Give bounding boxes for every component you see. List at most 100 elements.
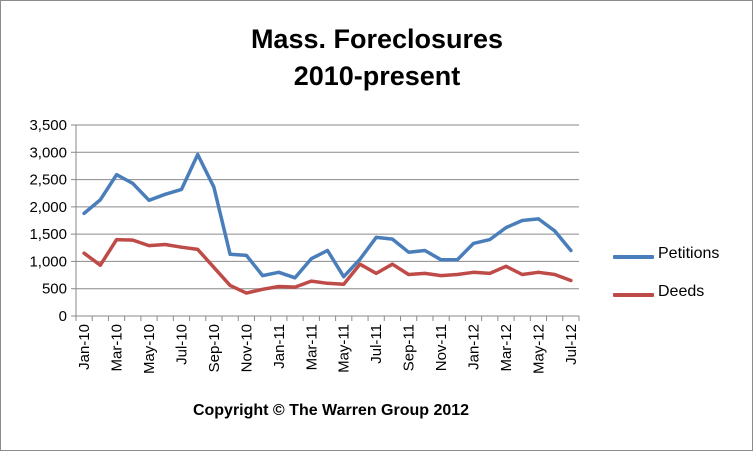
- legend-item-petitions: Petitions: [613, 245, 753, 267]
- data-point-deeds: [293, 285, 297, 289]
- data-point-petitions: [342, 275, 346, 279]
- data-point-deeds: [504, 264, 508, 268]
- data-point-petitions: [472, 241, 476, 245]
- data-point-petitions: [439, 258, 443, 262]
- data-point-deeds: [179, 245, 183, 249]
- data-point-petitions: [228, 252, 232, 256]
- data-point-deeds: [309, 279, 313, 283]
- data-point-petitions: [407, 250, 411, 254]
- x-tick-label: May-11: [336, 324, 353, 373]
- chart-title-line-1: Mass. Foreclosures: [250, 24, 504, 54]
- data-point-petitions: [261, 274, 265, 278]
- data-point-petitions: [196, 152, 200, 156]
- data-point-deeds: [374, 271, 378, 275]
- data-point-petitions: [309, 257, 313, 261]
- data-point-petitions: [163, 192, 167, 196]
- data-point-petitions: [455, 258, 459, 262]
- x-tick-label: Mar-11: [303, 324, 320, 370]
- data-point-deeds: [131, 238, 135, 242]
- x-tick-label: Jan-12: [466, 324, 483, 370]
- data-point-petitions: [358, 257, 362, 261]
- data-point-petitions: [277, 270, 281, 274]
- y-tick-label: 1,500: [29, 226, 67, 243]
- x-tick-label: Jan-11: [271, 324, 288, 369]
- data-point-petitions: [244, 253, 248, 257]
- data-point-petitions: [504, 226, 508, 230]
- data-point-deeds: [439, 274, 443, 278]
- y-tick-label: 0: [59, 308, 67, 325]
- data-point-petitions: [488, 238, 492, 242]
- x-tick-label: Mar-12: [498, 324, 515, 372]
- x-tick-label: Nov-10: [238, 324, 255, 372]
- data-point-deeds: [212, 265, 216, 269]
- y-tick-label: 2,500: [29, 172, 67, 189]
- data-point-deeds: [488, 271, 492, 275]
- legend-swatch-deeds: [613, 293, 654, 297]
- legend-label-petitions: Petitions: [658, 245, 720, 262]
- data-point-deeds: [520, 273, 524, 277]
- data-point-petitions: [212, 185, 216, 189]
- data-point-petitions: [553, 229, 557, 233]
- data-point-petitions: [147, 198, 151, 202]
- data-point-petitions: [390, 237, 394, 241]
- y-tick-label: 2,000: [29, 199, 67, 216]
- legend-label-deeds: Deeds: [658, 283, 705, 300]
- data-point-deeds: [407, 273, 411, 277]
- data-point-petitions: [569, 249, 573, 253]
- data-point-deeds: [261, 287, 265, 291]
- data-point-deeds: [163, 243, 167, 247]
- data-point-deeds: [196, 247, 200, 251]
- data-point-deeds: [472, 270, 476, 274]
- data-point-deeds: [358, 262, 362, 266]
- data-point-deeds: [569, 279, 573, 283]
- data-point-deeds: [423, 271, 427, 275]
- legend-swatch-petitions: [613, 255, 654, 259]
- data-point-petitions: [98, 198, 102, 202]
- data-point-deeds: [98, 263, 102, 267]
- x-tick-label: Jul-12: [563, 324, 580, 365]
- legend-item-deeds: Deeds: [613, 283, 753, 305]
- x-tick-label: Sep-11: [401, 324, 418, 371]
- x-tick-label: May-10: [141, 324, 158, 374]
- data-point-deeds: [228, 283, 232, 287]
- data-point-petitions: [179, 187, 183, 191]
- data-point-petitions: [374, 235, 378, 239]
- y-tick-label: 3,000: [29, 144, 67, 161]
- y-tick-label: 500: [42, 281, 67, 298]
- x-tick-label: May-12: [530, 324, 547, 374]
- x-tick-label: Nov-11: [433, 324, 450, 371]
- data-point-petitions: [293, 276, 297, 280]
- x-tick-label: Jan-10: [76, 324, 93, 370]
- series-line-petitions: [82, 152, 573, 280]
- data-point-deeds: [536, 270, 540, 274]
- data-point-deeds: [342, 282, 346, 286]
- data-point-petitions: [520, 219, 524, 222]
- data-point-deeds: [244, 291, 248, 295]
- data-point-deeds: [390, 262, 394, 266]
- chart-title: Mass. Foreclosures 2010-present: [177, 21, 577, 95]
- data-point-deeds: [115, 238, 119, 242]
- series-line-deeds: [82, 237, 573, 295]
- data-point-petitions: [536, 217, 540, 221]
- x-tick-label: Sep-10: [206, 324, 223, 372]
- data-point-petitions: [326, 249, 329, 253]
- data-point-deeds: [147, 244, 151, 248]
- y-tick-label: 1,000: [29, 253, 67, 270]
- data-point-deeds: [326, 281, 329, 285]
- x-tick-label: Jul-10: [173, 324, 190, 365]
- data-point-petitions: [423, 249, 427, 253]
- legend: Petitions Deeds: [613, 245, 753, 321]
- data-point-deeds: [277, 285, 281, 289]
- copyright-text: Copyright © The Warren Group 2012: [192, 402, 470, 419]
- data-point-deeds: [553, 273, 557, 277]
- data-point-petitions: [82, 211, 86, 215]
- data-point-petitions: [131, 181, 135, 185]
- data-point-deeds: [455, 273, 459, 277]
- x-tick-label: Jul-11: [368, 324, 385, 364]
- x-tick-label: Mar-10: [109, 324, 126, 372]
- data-point-petitions: [115, 173, 119, 177]
- chart-title-line-2: 2010-present: [293, 61, 461, 91]
- data-point-deeds: [82, 251, 86, 255]
